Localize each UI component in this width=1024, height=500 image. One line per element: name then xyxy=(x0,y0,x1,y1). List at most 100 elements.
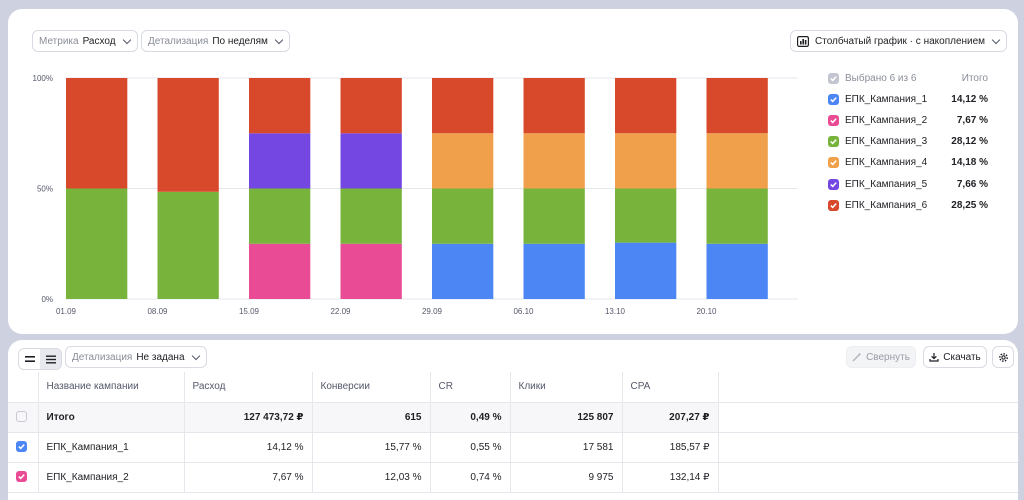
bar-segment[interactable] xyxy=(615,188,677,243)
detail-dropdown-value: По неделям xyxy=(212,35,268,47)
legend-item[interactable]: ЕПК_Кампания_2 7,67 % xyxy=(828,113,988,127)
legend-item[interactable]: ЕПК_Кампания_4 14,18 % xyxy=(828,156,988,170)
bar-segment[interactable] xyxy=(523,78,585,134)
legend-item[interactable]: ЕПК_Кампания_6 28,25 % xyxy=(828,199,988,213)
spacer-cell xyxy=(718,402,1018,433)
row-checkbox-cell[interactable] xyxy=(8,402,39,433)
bar-segment[interactable] xyxy=(523,133,585,189)
spacer-cell xyxy=(718,432,1018,463)
bar-segment[interactable] xyxy=(523,243,585,299)
table-cell: 7,67 % xyxy=(184,462,313,493)
bar-segment[interactable] xyxy=(340,243,402,299)
legend-item-value: 28,12 % xyxy=(951,136,988,148)
settings-button[interactable] xyxy=(992,346,1014,368)
row-checkbox[interactable] xyxy=(16,471,27,483)
column-header[interactable]: CR xyxy=(430,372,511,403)
expanded-view-button[interactable] xyxy=(40,349,61,369)
bar-segment[interactable] xyxy=(249,188,311,244)
table-cell: 132,14 ₽ xyxy=(622,462,719,493)
bar-segment[interactable] xyxy=(432,188,494,244)
bar-segment[interactable] xyxy=(615,242,677,299)
campaign-name[interactable]: ЕПК_Кампания_2 xyxy=(38,462,185,493)
bar-segment[interactable] xyxy=(615,133,677,189)
legend-checkbox[interactable] xyxy=(828,136,839,148)
table-cell: 14,12 % xyxy=(184,432,313,463)
legend-item[interactable]: ЕПК_Кампания_3 28,12 % xyxy=(828,135,988,149)
legend-item[interactable]: ЕПК_Кампания_5 7,66 % xyxy=(828,177,988,191)
table-cell: 15,77 % xyxy=(312,432,431,463)
chevron-down-icon xyxy=(122,35,131,44)
bar-segment[interactable] xyxy=(249,78,311,134)
table-cell: 185,57 ₽ xyxy=(622,432,719,463)
column-header[interactable]: Название кампании xyxy=(38,372,185,403)
bar-segment[interactable] xyxy=(249,133,311,189)
compact-view-button[interactable] xyxy=(19,349,40,369)
metric-dropdown[interactable]: Метрика Расход xyxy=(32,30,138,52)
table-detail-dropdown[interactable]: Детализация Не задана xyxy=(65,346,207,368)
y-tick-label: 100% xyxy=(33,74,53,83)
column-header[interactable]: Расход xyxy=(184,372,313,403)
column-header[interactable]: Конверсии xyxy=(312,372,431,403)
legend-checkbox[interactable] xyxy=(828,178,839,190)
bar-segment[interactable] xyxy=(340,188,402,244)
select-all-checkbox[interactable] xyxy=(828,72,839,84)
download-button[interactable]: Скачать xyxy=(923,346,987,368)
bar-segment[interactable] xyxy=(249,243,311,299)
bar-segment[interactable] xyxy=(706,243,768,299)
bar-segment[interactable] xyxy=(432,78,494,134)
column-header[interactable]: Клики xyxy=(510,372,623,403)
bar-segment[interactable] xyxy=(66,188,128,300)
total-cr: 0,49 % xyxy=(430,402,511,433)
chart-type-value: Столбчатый график · с накоплением xyxy=(815,35,986,47)
x-tick-label: 13.10 xyxy=(605,307,626,316)
campaign-name[interactable]: ЕПК_Кампания_1 xyxy=(38,432,185,463)
legend-checkbox[interactable] xyxy=(828,157,839,169)
bar-segment[interactable] xyxy=(340,78,402,134)
collapse-button[interactable]: Свернуть xyxy=(846,346,916,368)
detail-dropdown[interactable]: Детализация По неделям xyxy=(141,30,290,52)
legend-checkbox[interactable] xyxy=(828,200,839,211)
bar-segment[interactable] xyxy=(523,188,585,244)
legend-item[interactable]: ЕПК_Кампания_1 14,12 % xyxy=(828,92,988,106)
x-tick-label: 01.09 xyxy=(56,307,77,316)
total-clicks: 125 807 xyxy=(510,402,623,433)
table-detail-label: Детализация xyxy=(72,351,133,363)
bar-segment[interactable] xyxy=(157,191,219,299)
chevron-down-icon xyxy=(991,35,1001,44)
x-tick-label: 08.09 xyxy=(147,307,168,316)
legend-checkbox[interactable] xyxy=(828,93,839,105)
metric-dropdown-label: Метрика xyxy=(39,35,79,47)
x-tick-label: 20.10 xyxy=(696,307,717,316)
legend-checkbox[interactable] xyxy=(828,114,839,126)
row-checkbox[interactable] xyxy=(16,441,27,453)
y-tick-label: 50% xyxy=(37,185,53,194)
gear-icon xyxy=(998,352,1008,362)
chart-type-dropdown[interactable]: Столбчатый график · с накоплением xyxy=(790,30,1008,52)
x-tick-label: 29.09 xyxy=(422,307,443,316)
table-cell: 0,55 % xyxy=(430,432,511,463)
bar-segment[interactable] xyxy=(706,188,768,244)
bar-segment[interactable] xyxy=(706,133,768,189)
bar-segment[interactable] xyxy=(340,133,402,189)
bar-segment[interactable] xyxy=(706,78,768,134)
list-rows-icon xyxy=(45,355,56,363)
view-toggle xyxy=(18,348,62,370)
bar-segment[interactable] xyxy=(66,78,128,189)
table-total-row: Итого 127 473,72 ₽ 615 0,49 % 125 807 20… xyxy=(8,402,1018,433)
row-checkbox-cell[interactable] xyxy=(8,432,39,463)
table-cell: 9 975 xyxy=(510,462,623,493)
y-tick-label: 0% xyxy=(41,295,53,304)
download-icon xyxy=(929,352,939,362)
total-label: Итого xyxy=(38,402,185,433)
row-checkbox-cell[interactable] xyxy=(8,462,39,493)
row-checkbox[interactable] xyxy=(16,411,27,423)
spacer-cell xyxy=(718,462,1018,493)
bar-segment[interactable] xyxy=(157,78,219,192)
x-tick-label: 22.09 xyxy=(330,307,351,316)
bar-segment[interactable] xyxy=(432,243,494,299)
legend-item-name: ЕПК_Кампания_1 xyxy=(845,93,928,105)
total-conversions: 615 xyxy=(312,402,431,433)
column-header[interactable]: CPA xyxy=(622,372,719,403)
bar-segment[interactable] xyxy=(615,78,677,134)
bar-segment[interactable] xyxy=(432,133,494,189)
